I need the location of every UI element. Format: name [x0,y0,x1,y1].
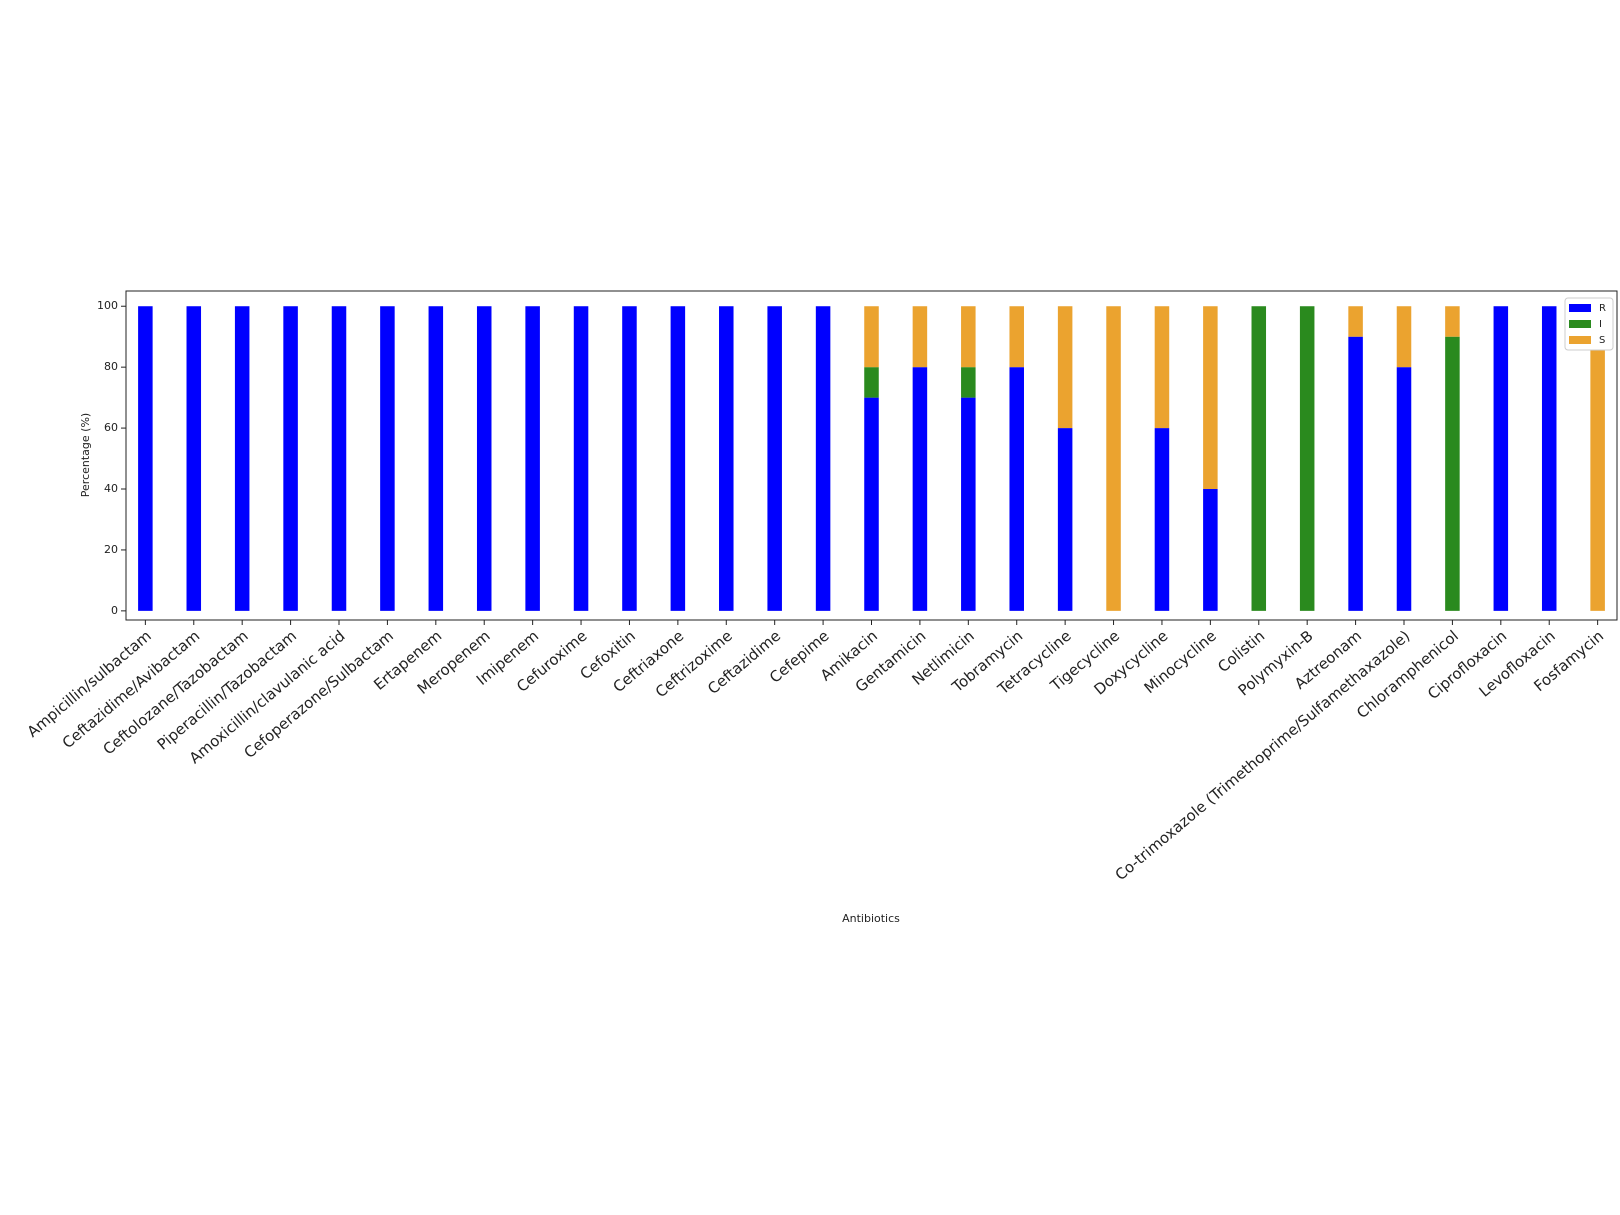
bar-segment [186,306,202,611]
legend-label: R [1599,303,1606,314]
bar-segment [1348,336,1363,611]
bar-segment [1348,306,1363,337]
bar-segment [961,367,976,398]
y-tick-label: 100 [97,299,118,312]
bar-segment [380,306,395,611]
bar-segment [1299,306,1315,611]
bar-segment [138,306,153,611]
bar-segment [428,306,444,611]
bar-segment [961,306,976,368]
bar-segment [1154,306,1170,429]
bar-segment [912,367,928,611]
bar-segment [1057,428,1073,611]
y-tick-label: 60 [104,421,118,434]
bar-segment [864,367,879,398]
bar-segment [864,306,879,368]
bar-segment [1251,306,1267,611]
bar-segment [1009,367,1024,611]
bar-segment [1396,306,1412,368]
y-axis-label: Percentage (%) [79,413,92,497]
legend-swatch [1569,304,1591,312]
bar-segment [670,306,686,611]
legend-swatch [1569,320,1591,328]
bar-segment [1590,306,1605,611]
bar-segment [573,306,589,611]
bar-segment [283,306,298,611]
bar-segment [912,306,928,368]
bar-segment [961,397,976,611]
bar-segment [622,306,637,611]
bar-segment [1541,306,1557,611]
bar-segment [1445,336,1460,611]
y-tick-label: 40 [104,482,118,495]
plot-frame [125,290,1618,621]
bar-segment [1009,306,1024,368]
y-tick-label: 20 [104,543,118,556]
bar-segment [767,306,782,611]
bar-segment [1445,306,1460,337]
legend-label: I [1599,319,1602,330]
bar-segment [476,306,492,611]
bar-segment [1396,367,1412,611]
legend-label: S [1599,335,1605,346]
bar-segment [1106,306,1121,611]
legend-swatch [1569,336,1591,344]
bar-segment [1493,306,1509,611]
bar-segment [1203,489,1218,611]
x-axis-label: Antibiotics [842,912,900,925]
bar-segment [234,306,250,611]
bar-segment [1203,306,1218,490]
bar-segment [525,306,540,611]
y-tick-label: 80 [104,360,118,373]
bar-segment [864,397,879,611]
bar-segment [1154,428,1170,611]
y-tick-label: 0 [111,604,118,617]
bar-segment [719,306,734,611]
bar-segment [1057,306,1073,429]
bar-segment [815,306,831,611]
bar-segment [331,306,347,611]
